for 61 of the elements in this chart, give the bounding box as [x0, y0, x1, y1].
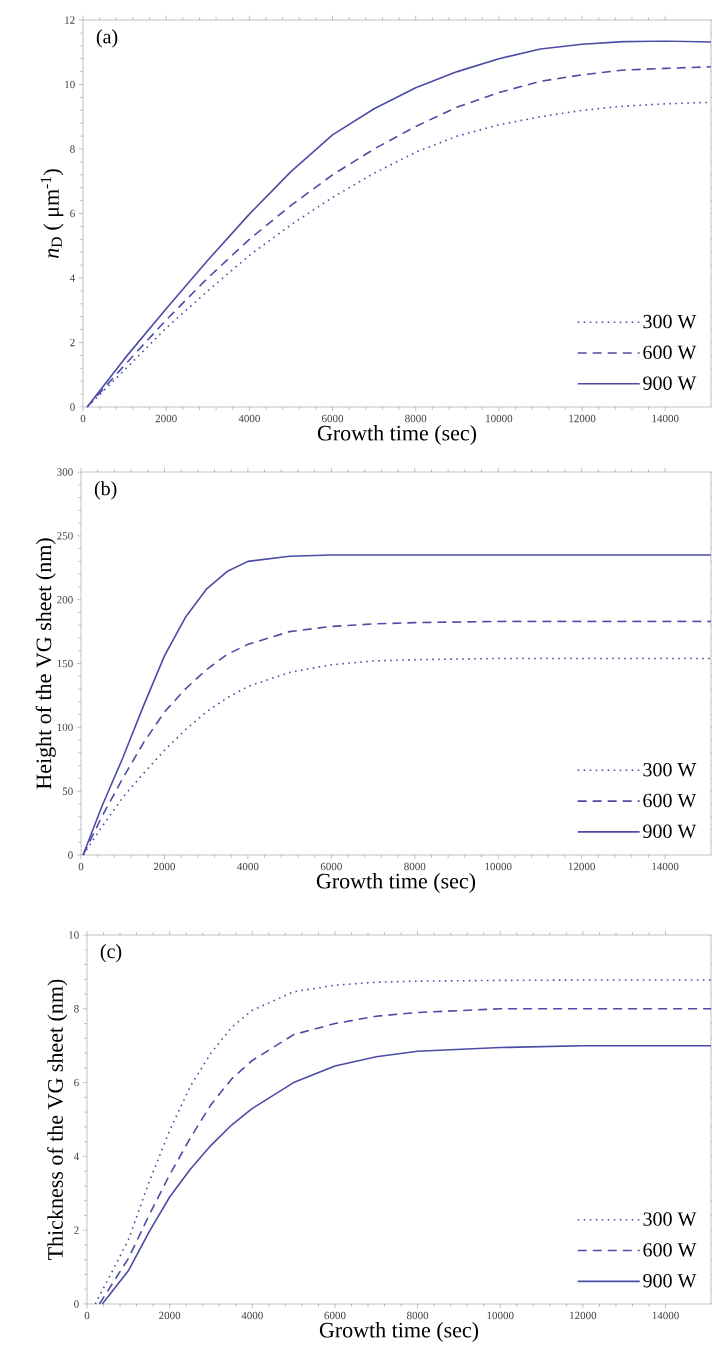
x-tick-label: 14000	[652, 1311, 679, 1320]
x-tick-label: 6000	[324, 1311, 346, 1320]
legend-label: 600 W	[643, 1243, 697, 1257]
x-tick-label: 8000	[407, 1311, 429, 1320]
x-tick-label: 12000	[569, 414, 596, 423]
y-tick-label: 4	[73, 1152, 80, 1161]
x-axis-title: Growth time (sec)	[317, 425, 477, 446]
x-tick-label: 0	[84, 1311, 90, 1320]
y-tick-label: 0	[70, 403, 75, 411]
y-axis-title: Height of the VG sheet (nm)	[35, 538, 56, 790]
y-tick-label: 300	[57, 468, 73, 476]
y-tick-label: 100	[57, 723, 73, 732]
y-tick-label: 2	[70, 338, 75, 347]
x-tick-label: 2000	[153, 862, 176, 871]
y-tick-label: 200	[57, 595, 73, 604]
legend-label: 900 W	[643, 1273, 697, 1288]
x-tick-label: 4000	[241, 1311, 263, 1320]
x-tick-label: 2000	[155, 414, 177, 423]
y-tick-label: 12	[65, 16, 75, 24]
legend-label: 300 W	[643, 1212, 697, 1226]
y-tick-label: 0	[74, 1300, 79, 1308]
x-tick-label: 4000	[238, 414, 260, 423]
legend-label: 900 W	[643, 376, 697, 390]
legend-label: 600 W	[643, 793, 697, 808]
x-axis-title: Growth time (sec)	[319, 1322, 479, 1343]
x-tick-label: 4000	[237, 862, 259, 871]
y-tick-label: 2	[74, 1226, 79, 1234]
y-tick-label: 10	[69, 931, 79, 939]
x-tick-label: 14000	[652, 414, 679, 423]
x-tick-label: 12000	[570, 1311, 597, 1320]
x-tick-label: 10000	[485, 862, 512, 871]
annotation: (b)	[94, 481, 117, 500]
y-tick-label: 8	[70, 145, 75, 153]
x-tick-label: 12000	[568, 862, 595, 871]
y-axis-title: Thickness of the VG sheet (nm)	[47, 979, 68, 1260]
y-tick-label: 8	[74, 1005, 79, 1013]
annotation: (c)	[100, 944, 122, 963]
x-tick-label: 0	[80, 414, 86, 423]
x-tick-label: 6000	[322, 414, 344, 423]
x-tick-label: 8000	[405, 414, 427, 423]
y-tick-label: 50	[62, 787, 73, 795]
y-tick-label: 0	[68, 851, 73, 859]
x-tick-label: 2000	[159, 1311, 181, 1320]
x-axis-title: Growth time (sec)	[316, 873, 476, 894]
legend-label: 600 W	[643, 345, 697, 360]
legend-label: 300 W	[643, 314, 697, 329]
x-tick-label: 8000	[404, 862, 426, 871]
x-tick-label: 6000	[320, 862, 342, 871]
y-tick-label: 150	[57, 659, 73, 668]
y-tick-label: 6	[74, 1078, 79, 1087]
x-tick-label: 10000	[487, 1311, 514, 1320]
x-tick-label: 14000	[652, 862, 679, 871]
y-axis-title: n$_{D}$ ( μm$^{-1}$)	[40, 169, 64, 258]
y-tick-label: 250	[57, 532, 73, 540]
y-tick-label: 6	[70, 209, 75, 218]
y-tick-label: 4	[69, 274, 76, 282]
y-tick-label: 10	[65, 80, 75, 89]
legend-label: 900 W	[643, 824, 697, 839]
legend-label: 300 W	[643, 762, 697, 777]
annotation: (a)	[96, 29, 118, 48]
x-tick-label: 10000	[486, 414, 513, 423]
